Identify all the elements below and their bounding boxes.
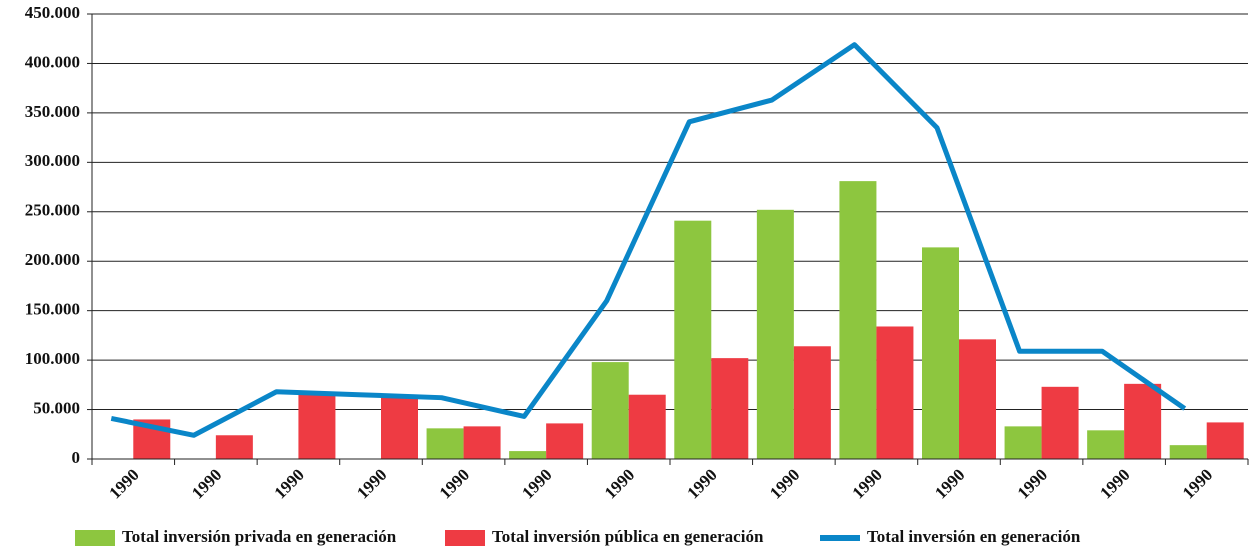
y-tick-label: 100.000 (25, 349, 80, 368)
y-tick-label: 250.000 (25, 201, 80, 220)
bar (674, 220, 712, 459)
line (110, 42, 1187, 438)
x-tick-label: 1990 (1179, 465, 1216, 502)
bar (839, 181, 877, 459)
y-tick-label: 0 (72, 448, 81, 467)
bar (591, 362, 629, 459)
bar (426, 428, 464, 459)
y-tick-label: 300.000 (25, 151, 80, 170)
bar (463, 426, 501, 459)
legend-swatch (445, 530, 485, 546)
y-tick-label: 400.000 (25, 52, 80, 71)
bar (1206, 422, 1244, 459)
legend-label: Total inversión pública en generación (492, 527, 764, 546)
bar (1124, 383, 1162, 459)
y-tick-label: 50.000 (33, 398, 80, 417)
x-tick-label: 1990 (105, 465, 142, 502)
bar (922, 247, 959, 459)
x-tick-label: 1990 (1096, 465, 1133, 502)
x-tick-label: 1990 (766, 465, 803, 502)
legend-label: Total inversión en generación (867, 527, 1081, 546)
x-tick-label: 1990 (436, 465, 473, 502)
bar (509, 451, 547, 459)
x-tick-label: 1990 (188, 465, 225, 502)
x-tick-label: 1990 (518, 465, 555, 502)
x-tick-label: 1990 (683, 465, 720, 502)
bar (381, 395, 418, 459)
bar (959, 339, 996, 459)
bar (546, 423, 584, 459)
bar (756, 209, 794, 459)
bar (1004, 426, 1042, 459)
x-tick-label: 1990 (931, 465, 968, 502)
x-tick-label: 1990 (601, 465, 638, 502)
bar (215, 435, 253, 459)
y-tick-label: 150.000 (25, 300, 80, 319)
bar (1169, 445, 1207, 459)
x-tick-label: 1990 (1014, 465, 1051, 502)
x-tick-label: 1990 (271, 465, 308, 502)
y-tick-label: 450.000 (25, 3, 80, 22)
y-tick-label: 200.000 (25, 250, 80, 269)
x-tick-label: 1990 (353, 465, 390, 502)
bar (793, 346, 831, 459)
bar (876, 326, 914, 459)
legend-swatch (75, 530, 115, 546)
bar (628, 394, 666, 459)
bar (711, 358, 749, 459)
bar (1087, 430, 1125, 459)
y-tick-label: 350.000 (25, 102, 80, 121)
x-tick-label: 1990 (849, 465, 886, 502)
bar (1041, 386, 1079, 459)
legend-label: Total inversión privada en generación (122, 527, 397, 546)
bar (298, 392, 336, 459)
